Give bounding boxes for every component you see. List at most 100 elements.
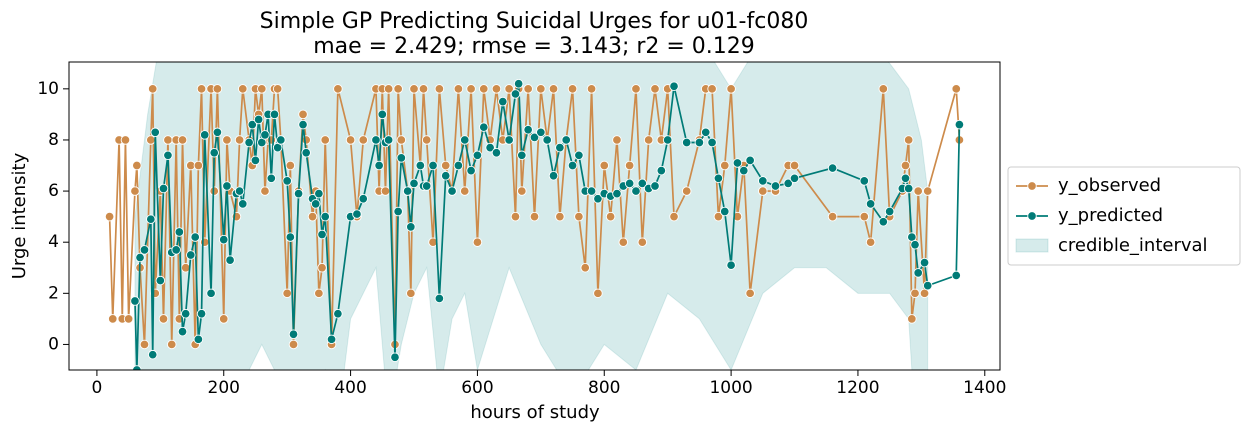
series-marker — [720, 206, 730, 217]
series-marker — [247, 119, 258, 130]
series-marker — [333, 309, 343, 319]
plot-lines — [104, 78, 965, 370]
series-marker — [293, 188, 304, 199]
x-tick-label: 600 — [461, 378, 493, 398]
series-marker — [393, 206, 403, 217]
series-marker — [285, 160, 296, 171]
series-marker — [453, 160, 464, 171]
series-marker — [593, 288, 603, 299]
series-marker — [317, 229, 327, 240]
series-marker — [504, 84, 514, 94]
series-marker — [272, 84, 283, 94]
series-marker — [523, 84, 533, 94]
series-marker — [358, 135, 369, 145]
series-marker — [276, 135, 286, 145]
y-tick-label: 6 — [48, 181, 59, 201]
series-marker — [618, 237, 629, 247]
series-marker — [108, 314, 118, 324]
series-marker — [732, 158, 743, 168]
series-marker — [147, 84, 158, 94]
series-marker — [186, 250, 196, 260]
series-marker — [260, 186, 270, 196]
series-marker — [150, 127, 161, 138]
series-marker — [922, 186, 933, 196]
series-marker — [225, 255, 235, 265]
series-marker — [878, 217, 889, 227]
legend-marker — [1027, 211, 1037, 221]
series-marker — [206, 288, 216, 299]
series-marker — [374, 160, 384, 171]
series-marker — [951, 84, 961, 94]
series-marker — [218, 314, 229, 324]
series-marker — [409, 84, 419, 94]
series-marker — [428, 160, 438, 171]
series-marker — [758, 186, 768, 196]
series-marker — [139, 245, 150, 255]
series-marker — [593, 193, 603, 204]
chart-subtitle: mae = 2.429; rmse = 3.143; r2 = 0.129 — [313, 34, 755, 59]
series-marker — [234, 135, 245, 145]
series-marker — [234, 186, 245, 196]
series-marker — [903, 135, 914, 145]
series-marker — [758, 176, 768, 186]
series-marker — [158, 314, 169, 324]
x-tick-label: 200 — [208, 378, 240, 398]
series-marker — [447, 186, 457, 196]
series-marker — [827, 163, 838, 173]
series-marker — [434, 84, 445, 94]
series-marker — [536, 84, 546, 94]
series-marker — [580, 263, 590, 273]
series-marker — [282, 176, 292, 186]
series-marker — [288, 329, 299, 339]
y-tick-label: 8 — [48, 130, 59, 150]
series-marker — [919, 257, 930, 268]
series-marker — [139, 339, 150, 350]
series-marker — [120, 135, 131, 145]
series-marker — [637, 178, 648, 189]
series-marker — [260, 130, 270, 140]
series-marker — [586, 84, 597, 94]
series-marker — [135, 252, 145, 263]
series-marker — [177, 135, 188, 145]
series-marker — [132, 365, 142, 370]
series-marker — [865, 237, 876, 247]
series-marker — [212, 127, 223, 138]
series-marker — [130, 186, 140, 196]
series-marker — [567, 160, 578, 171]
series-marker — [104, 211, 115, 222]
series-marker — [396, 135, 407, 145]
series-marker — [529, 132, 540, 143]
series-marker — [529, 211, 540, 222]
series-marker — [536, 127, 546, 138]
y-tick-label: 4 — [48, 232, 59, 252]
series-marker — [954, 119, 965, 130]
x-tick-label: 1000 — [709, 378, 752, 398]
series-marker — [163, 135, 173, 145]
series-marker — [212, 84, 223, 94]
series-marker — [171, 245, 181, 255]
legend-label: y_observed — [1058, 175, 1161, 196]
series-marker — [288, 339, 299, 350]
series-marker — [907, 314, 917, 324]
series-marker — [542, 135, 552, 145]
series-marker — [903, 183, 914, 194]
series-marker — [605, 211, 616, 222]
x-axis-label: hours of study — [470, 402, 600, 423]
x-tick-label: 1400 — [963, 378, 1006, 398]
series-marker — [406, 288, 416, 299]
series-marker — [218, 234, 229, 245]
series-marker — [561, 135, 571, 145]
series-marker — [713, 173, 724, 184]
series-marker — [513, 78, 524, 89]
series-marker — [383, 135, 394, 145]
series-marker — [694, 137, 705, 148]
series-marker — [190, 232, 200, 242]
series-marker — [713, 211, 724, 222]
series-marker — [199, 130, 210, 140]
legend-swatch — [1015, 238, 1049, 253]
x-tick-label: 400 — [334, 378, 366, 398]
series-marker — [859, 211, 870, 222]
series-marker — [130, 296, 140, 306]
series-marker — [298, 109, 308, 120]
